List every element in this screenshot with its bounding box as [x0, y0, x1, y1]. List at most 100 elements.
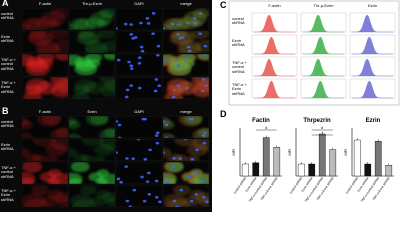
- column-header: Thr-p-Ezrin: [313, 3, 334, 8]
- panel-frame: [228, 0, 400, 106]
- bar: [241, 163, 249, 177]
- column-header: DAPI: [134, 109, 144, 114]
- nucleus: [176, 64, 181, 67]
- bar: [308, 163, 316, 177]
- nucleus: [154, 179, 159, 183]
- micrograph: [116, 31, 162, 53]
- nucleus: [158, 200, 162, 204]
- nucleus: [184, 56, 189, 59]
- row-label: TNF-α + control shRNA: [232, 60, 247, 74]
- significance-mark: #: [321, 125, 324, 130]
- bar: [353, 139, 361, 177]
- bar: [297, 163, 305, 177]
- micrograph: [22, 54, 68, 76]
- cell-signal: [104, 128, 115, 138]
- micrograph: [116, 185, 162, 207]
- row-label: Ezrin shRNA: [1, 142, 14, 152]
- row-label: TNF-α + control shRNA: [1, 57, 16, 71]
- column-header: F-actin: [38, 109, 52, 114]
- nucleus: [151, 32, 155, 36]
- cell-signal: [41, 10, 66, 26]
- micrograph-frame: [116, 31, 162, 53]
- cell-signal: [96, 189, 111, 199]
- nucleus: [141, 117, 146, 121]
- nucleus: [125, 157, 129, 160]
- significance-mark: #: [265, 125, 268, 130]
- nucleus: [132, 188, 137, 192]
- nucleus: [194, 193, 199, 196]
- micrograph: [22, 116, 68, 138]
- nucleus: [164, 136, 169, 138]
- cell-signal: [22, 117, 30, 126]
- nucleus: [171, 165, 176, 168]
- cell-signal: [166, 199, 191, 207]
- nucleus: [192, 16, 197, 20]
- nucleus: [127, 60, 131, 64]
- histogram: [351, 14, 393, 33]
- cell-signal: [55, 54, 68, 61]
- cell-signal: [31, 185, 50, 196]
- micrograph: [116, 8, 162, 30]
- nucleus: [163, 120, 166, 123]
- nucleus: [147, 193, 152, 196]
- micrograph: [69, 31, 115, 53]
- cell-signal: [80, 154, 94, 161]
- nucleus: [155, 195, 159, 199]
- row-label: control shRNA: [1, 11, 14, 21]
- micrograph: [69, 77, 115, 99]
- nucleus: [139, 45, 144, 49]
- cell-signal: [99, 77, 115, 86]
- cell-signal: [193, 139, 209, 151]
- nucleus: [203, 44, 208, 48]
- nucleus: [137, 86, 142, 90]
- cell-signal: [22, 177, 35, 184]
- micrograph: [22, 8, 68, 30]
- histogram: [253, 58, 295, 77]
- nucleus: [175, 205, 180, 207]
- histogram: [253, 14, 295, 33]
- cell-signal: [36, 116, 62, 127]
- histogram: [303, 80, 344, 99]
- column-header: Ezrin: [367, 3, 378, 8]
- nucleus: [194, 171, 198, 175]
- micrograph: [163, 185, 209, 207]
- bar: [385, 164, 393, 177]
- bar: [273, 146, 281, 177]
- nucleus: [129, 84, 134, 87]
- nucleus: [163, 151, 165, 154]
- nucleus: [171, 95, 176, 99]
- nucleus: [124, 165, 129, 168]
- nucleus: [123, 22, 128, 26]
- bar: [318, 133, 326, 177]
- nucleus: [124, 95, 129, 99]
- cell-signal: [163, 117, 171, 126]
- bar: [262, 137, 270, 177]
- micrograph: [163, 139, 209, 161]
- column-header: Thr-p-Ezrin: [81, 1, 102, 6]
- cell-signal: [22, 133, 34, 138]
- nucleus: [183, 139, 188, 141]
- nucleus: [190, 157, 195, 161]
- nucleus: [116, 120, 119, 123]
- row-label: control shRNA: [1, 119, 14, 129]
- panel-label: C: [220, 0, 227, 10]
- micrograph: [22, 139, 68, 161]
- histogram: [352, 36, 393, 55]
- nucleus: [189, 199, 194, 203]
- nucleus: [198, 32, 202, 36]
- panel-label: B: [2, 106, 9, 116]
- nucleus: [202, 131, 207, 135]
- nucleus: [151, 12, 156, 15]
- cell-signal: [69, 178, 82, 184]
- micrograph: [22, 162, 68, 184]
- bar: [252, 162, 260, 177]
- micrograph: [69, 139, 115, 161]
- nucleus: [153, 89, 158, 93]
- chart-title: Ezrin: [365, 118, 381, 124]
- micrograph: [163, 31, 209, 53]
- column-header: merge: [180, 1, 192, 6]
- micrograph: [69, 162, 115, 184]
- histogram: [254, 36, 295, 55]
- significance-mark: *: [321, 130, 323, 135]
- cell-signal: [44, 155, 58, 161]
